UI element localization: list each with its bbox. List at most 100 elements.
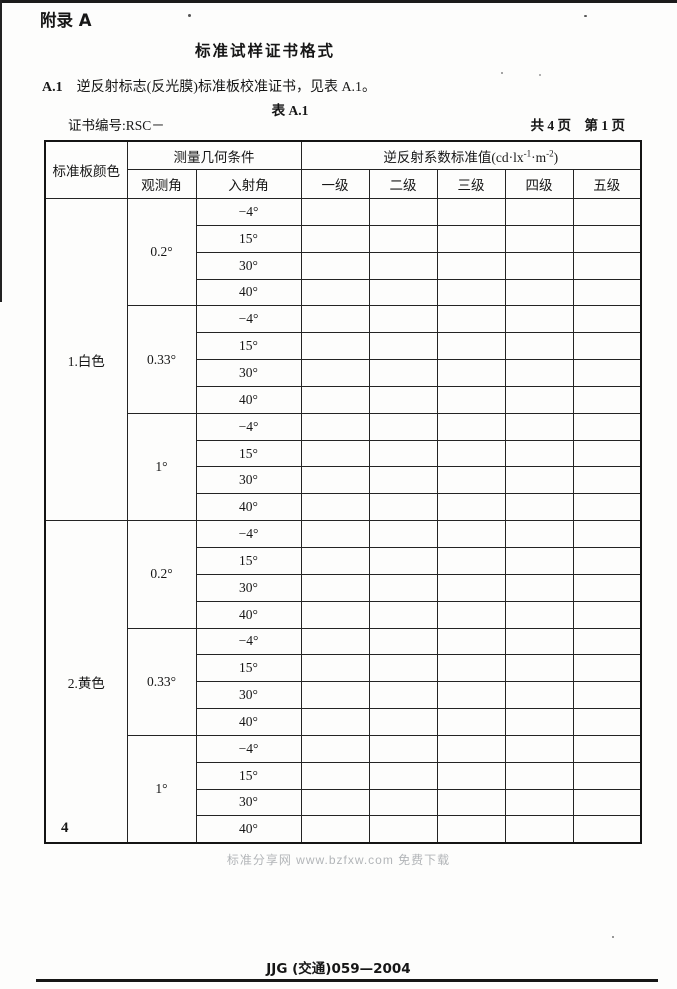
scan-edge-left [0, 0, 2, 302]
incidence-angle-cell: 40° [195, 815, 302, 844]
header-incidence-angle: 入射角 [195, 169, 302, 199]
scan-speck [584, 15, 587, 17]
coeff-superscript-2: -2 [546, 148, 554, 158]
grade-value-cell [572, 493, 642, 522]
grade-value-cell [300, 412, 370, 441]
incidence-angle-cell: −4° [195, 734, 302, 763]
table-row: 0.33° −4° [45, 627, 642, 736]
table-row: 15° [45, 224, 642, 253]
grade-value-cell [368, 815, 438, 844]
coeff-suffix: ) [553, 149, 559, 165]
grade-value-cell [504, 600, 574, 629]
incidence-angle-cell: 40° [195, 708, 302, 736]
table-row: 40° [45, 278, 642, 307]
header-coefficient-group: 逆反射系数标准值(cd·lx-1·m-2) [300, 140, 642, 170]
table-row: 15° [45, 654, 642, 683]
header-grade-4: 四级 [504, 169, 574, 199]
grade-value-cell [572, 546, 642, 575]
table-row: 15° [45, 546, 642, 575]
table-row: 40° [45, 385, 642, 414]
grade-value-cell [300, 734, 370, 763]
grade-value-cell [572, 654, 642, 683]
grade-value-cell [300, 359, 370, 387]
grade-value-cell [572, 627, 642, 656]
incidence-angle-cell: 30° [195, 681, 302, 710]
grade-value-cell [300, 708, 370, 736]
header-observation-angle: 观测角 [126, 169, 197, 199]
grade-value-cell [436, 761, 506, 790]
certificate-meta-line: 证书编号:RSC－ 共 4 页 第 1 页 [44, 114, 625, 134]
grade-value-cell [368, 654, 438, 683]
grade-value-cell [504, 681, 574, 710]
grade-value-cell [436, 224, 506, 253]
grade-value-cell [368, 493, 438, 522]
footer-document-code: JJG (交通)059—2004 [266, 961, 411, 977]
incidence-angle-cell: 15° [195, 761, 302, 790]
incidence-angle-cell: 15° [195, 332, 302, 361]
grade-value-cell [368, 198, 438, 226]
grade-value-cell [504, 546, 574, 575]
table-body: 1.白色 0.2° −4° 15° 30° 40° 0.33° −4° 15° 30° 40° 1° −… [44, 197, 642, 844]
grade-value-cell [300, 815, 370, 844]
grade-value-cell [504, 708, 574, 736]
grade-value-cell [300, 520, 370, 548]
incidence-angle-cell: 15° [195, 439, 302, 468]
table-row: 2.黄色 0.2° −4° [44, 520, 642, 844]
coeff-superscript-1: -1 [523, 148, 532, 158]
grade-value-cell [368, 627, 438, 656]
grade-value-cell [300, 546, 370, 575]
color-cell: 1.白色 [44, 197, 128, 522]
scan-speck [539, 74, 541, 76]
grade-value-cell [572, 251, 642, 280]
grade-value-cell [504, 305, 574, 334]
grade-value-cell [368, 412, 438, 441]
grade-value-cell [436, 359, 506, 387]
watermark-text: 标准分享网 www.bzfxw.com 免费下载 [226, 853, 451, 867]
grade-value-cell [572, 385, 642, 414]
grade-value-cell [368, 305, 438, 334]
table-row: 15° [45, 332, 642, 361]
grade-value-cell [436, 278, 506, 307]
grade-value-cell [572, 412, 642, 441]
grade-value-cell [504, 520, 574, 548]
grade-value-cell [300, 788, 370, 817]
grade-value-cell [504, 761, 574, 790]
grade-value-cell [436, 681, 506, 710]
grade-value-cell [572, 466, 642, 495]
grade-value-cell [436, 788, 506, 817]
incidence-angle-cell: −4° [195, 305, 302, 334]
grade-value-cell [436, 520, 506, 548]
grade-value-cell [572, 734, 642, 763]
observation-angle-cell: 0.33° [126, 627, 197, 736]
table-header-row-1: 标准板颜色 测量几何条件 逆反射系数标准值(cd·lx-1·m-2) [44, 140, 642, 199]
incidence-angle-cell: 15° [195, 546, 302, 575]
grade-value-cell [368, 708, 438, 736]
grade-value-cell [572, 681, 642, 710]
grade-value-cell [368, 278, 438, 307]
incidence-angle-cell: 40° [195, 278, 302, 307]
color-cell: 2.黄色 [44, 520, 128, 844]
incidence-angle-cell: −4° [195, 198, 302, 226]
grade-value-cell [572, 815, 642, 844]
grade-value-cell [368, 734, 438, 763]
incidence-angle-cell: 40° [195, 600, 302, 629]
grade-value-cell [572, 788, 642, 817]
incidence-angle-cell: 30° [195, 359, 302, 387]
grade-value-cell [572, 439, 642, 468]
grade-value-cell [572, 600, 642, 629]
grade-value-cell [300, 305, 370, 334]
header-color-column: 标准板颜色 [44, 140, 128, 199]
grade-value-cell [572, 761, 642, 790]
incidence-angle-cell: 40° [195, 493, 302, 522]
grade-value-cell [436, 627, 506, 656]
grade-value-cell [436, 439, 506, 468]
grade-value-cell [368, 788, 438, 817]
grade-value-cell [368, 600, 438, 629]
grade-value-cell [436, 573, 506, 602]
grade-value-cell [504, 251, 574, 280]
grade-value-cell [504, 224, 574, 253]
header-grade-1: 一级 [300, 169, 370, 199]
incidence-angle-cell: −4° [195, 520, 302, 548]
grade-value-cell [504, 815, 574, 844]
